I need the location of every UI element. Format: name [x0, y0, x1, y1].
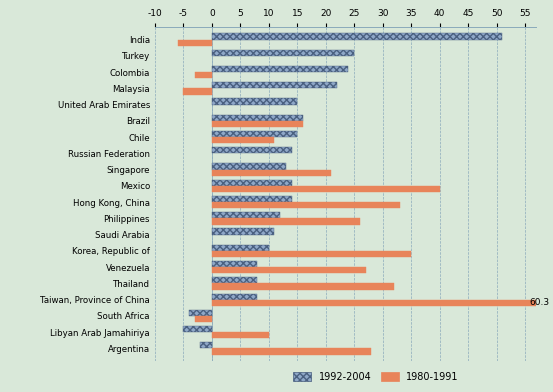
Bar: [212, 261, 257, 267]
Bar: [212, 137, 274, 143]
Bar: [178, 40, 212, 46]
Bar: [189, 310, 212, 316]
Bar: [212, 50, 354, 56]
Bar: [212, 33, 502, 40]
Bar: [212, 251, 411, 257]
Bar: [195, 72, 212, 78]
Bar: [212, 283, 394, 290]
Bar: [212, 121, 303, 127]
Bar: [183, 326, 212, 332]
Bar: [212, 196, 291, 202]
Bar: [212, 186, 440, 192]
Bar: [212, 66, 348, 72]
Bar: [212, 300, 553, 306]
Bar: [212, 294, 257, 300]
Bar: [200, 342, 212, 348]
Bar: [212, 147, 291, 153]
Legend: 1992-2004, 1980-1991: 1992-2004, 1980-1991: [290, 368, 463, 386]
Bar: [212, 82, 337, 88]
Bar: [212, 245, 269, 251]
Bar: [212, 277, 257, 283]
Bar: [183, 88, 212, 94]
Bar: [195, 316, 212, 322]
Bar: [212, 348, 371, 355]
Bar: [212, 131, 297, 137]
Bar: [212, 170, 331, 176]
Bar: [212, 229, 274, 235]
Bar: [212, 180, 291, 186]
Bar: [212, 267, 366, 273]
Bar: [212, 218, 360, 225]
Bar: [212, 163, 286, 170]
Bar: [212, 332, 269, 338]
Bar: [212, 98, 297, 105]
Bar: [212, 115, 303, 121]
Text: 60.3: 60.3: [529, 298, 549, 307]
Bar: [212, 212, 280, 218]
Bar: [212, 202, 400, 208]
